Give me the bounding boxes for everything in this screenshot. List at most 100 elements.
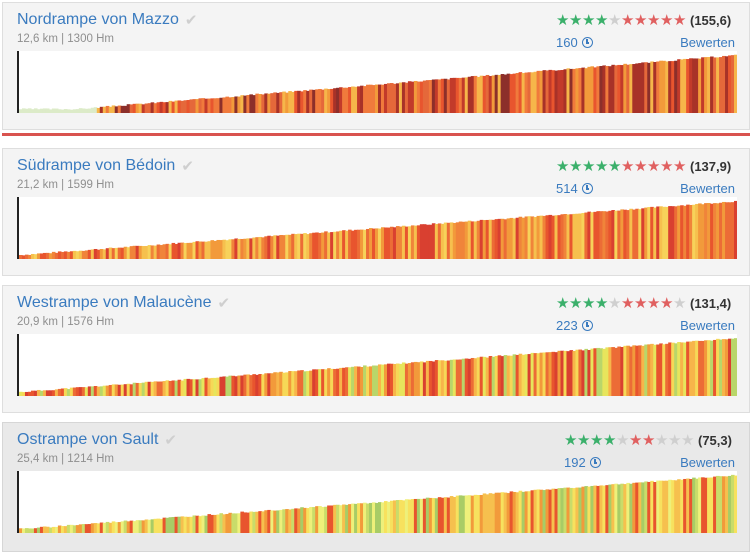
profile-segment bbox=[195, 241, 200, 259]
check-icon[interactable]: ✔ bbox=[184, 12, 198, 29]
profile-segment bbox=[342, 504, 346, 533]
profile-segment bbox=[497, 218, 502, 259]
profile-segment bbox=[96, 107, 101, 113]
climb-title[interactable]: Ostrampe von Sault bbox=[17, 431, 159, 448]
profile-segment bbox=[216, 514, 221, 533]
profile-segment bbox=[123, 384, 128, 396]
profile-segment bbox=[386, 83, 391, 113]
profile-segment bbox=[653, 62, 657, 113]
profile-segment bbox=[656, 206, 660, 259]
profile-segment bbox=[650, 343, 654, 396]
profile-segment bbox=[72, 525, 77, 533]
profile-segment bbox=[36, 527, 41, 533]
profile-segment bbox=[443, 497, 448, 533]
profile-segment bbox=[380, 364, 385, 396]
profile-segment bbox=[449, 359, 454, 396]
profile-segment bbox=[198, 241, 203, 259]
profile-segment bbox=[108, 247, 113, 259]
profile-segment bbox=[156, 102, 161, 113]
elevation-profile bbox=[17, 197, 737, 259]
profile-segment bbox=[261, 511, 265, 533]
profile-segment bbox=[102, 385, 107, 396]
profile-segment bbox=[54, 526, 59, 533]
profile-segment bbox=[216, 98, 221, 113]
profile-segment bbox=[584, 348, 589, 396]
profile-segment bbox=[473, 358, 478, 396]
profile-segment bbox=[135, 245, 140, 259]
climb-title-row: Westrampe von Malaucène ✔ bbox=[17, 294, 230, 312]
profile-segment bbox=[351, 366, 355, 396]
profile-segment bbox=[87, 524, 92, 533]
profile-segment bbox=[713, 339, 717, 396]
profile-segment bbox=[491, 219, 496, 259]
profile-segment bbox=[632, 482, 636, 533]
rating-count[interactable]: 192 bbox=[564, 455, 601, 470]
check-icon[interactable]: ✔ bbox=[217, 295, 231, 312]
profile-segment bbox=[521, 217, 526, 259]
rating: ★ ★ ★ ★ ★ ★ ★ ★ ★ ★ (75,3) bbox=[564, 433, 732, 448]
rate-link[interactable]: Bewerten bbox=[680, 318, 735, 333]
profile-segment bbox=[722, 476, 726, 533]
profile-segment bbox=[725, 202, 729, 259]
star-icon: ★ bbox=[616, 432, 630, 449]
profile-segment bbox=[357, 503, 361, 533]
profile-segment bbox=[117, 384, 122, 396]
profile-segment bbox=[683, 342, 687, 396]
rating-score: (155,6) bbox=[690, 13, 732, 28]
profile-segment bbox=[563, 69, 568, 113]
rating-count[interactable]: 514 bbox=[556, 181, 593, 196]
profile-segment bbox=[545, 70, 550, 113]
check-icon[interactable]: ✔ bbox=[181, 158, 194, 175]
profile-segment bbox=[255, 93, 259, 113]
profile-segment bbox=[225, 513, 230, 533]
rating-count[interactable]: 160 bbox=[556, 35, 593, 50]
rating-count[interactable]: 223 bbox=[556, 318, 593, 333]
star-icon: ★ bbox=[582, 295, 596, 312]
profile-segment bbox=[243, 95, 247, 113]
profile-segment bbox=[632, 64, 636, 113]
rate-link[interactable]: Bewerten bbox=[680, 455, 735, 470]
profile-segment bbox=[69, 109, 74, 113]
profile-segment bbox=[440, 360, 445, 396]
star-icon: ★ bbox=[608, 158, 622, 175]
star-icon: ★ bbox=[660, 295, 674, 312]
profile-segment bbox=[54, 389, 59, 396]
profile-segment bbox=[734, 338, 737, 396]
profile-segment bbox=[309, 233, 313, 259]
profile-segment bbox=[198, 516, 203, 533]
profile-segment bbox=[434, 360, 439, 396]
profile-segment bbox=[521, 73, 526, 113]
climb-title[interactable]: Nordrampe von Mazzo bbox=[17, 11, 179, 28]
profile-segment bbox=[623, 484, 627, 533]
profile-segment bbox=[611, 210, 615, 259]
profile-segment bbox=[246, 374, 250, 396]
profile-segment bbox=[647, 207, 651, 259]
rate-link[interactable]: Bewerten bbox=[680, 35, 735, 50]
profile-segment bbox=[728, 338, 732, 396]
climb-title[interactable]: Westrampe von Malaucène bbox=[17, 294, 212, 311]
star-icon: ★ bbox=[621, 295, 635, 312]
profile-segment bbox=[623, 63, 627, 113]
profile-segment bbox=[255, 237, 259, 259]
profile-segment bbox=[452, 222, 457, 259]
profile-segment bbox=[581, 486, 586, 533]
profile-segment bbox=[204, 377, 209, 396]
profile-segment bbox=[30, 109, 35, 113]
profile-segment bbox=[69, 387, 74, 396]
profile-segment bbox=[638, 63, 642, 113]
rate-link[interactable]: Bewerten bbox=[680, 181, 735, 196]
profile-segment bbox=[677, 479, 681, 533]
climb-title[interactable]: Südrampe von Bédoin bbox=[17, 157, 176, 174]
profile-segment bbox=[644, 207, 648, 259]
profile-segment bbox=[686, 204, 690, 259]
profile-segment bbox=[297, 370, 301, 396]
profile-segment bbox=[569, 487, 574, 533]
profile-segment bbox=[225, 376, 230, 396]
profile-segment bbox=[195, 379, 200, 396]
profile-segment bbox=[467, 495, 472, 533]
star-icon: ★ bbox=[577, 432, 591, 449]
profile-segment bbox=[695, 58, 699, 113]
check-icon[interactable]: ✔ bbox=[164, 432, 177, 449]
profile-segment bbox=[318, 506, 322, 533]
profile-segment bbox=[572, 213, 577, 259]
